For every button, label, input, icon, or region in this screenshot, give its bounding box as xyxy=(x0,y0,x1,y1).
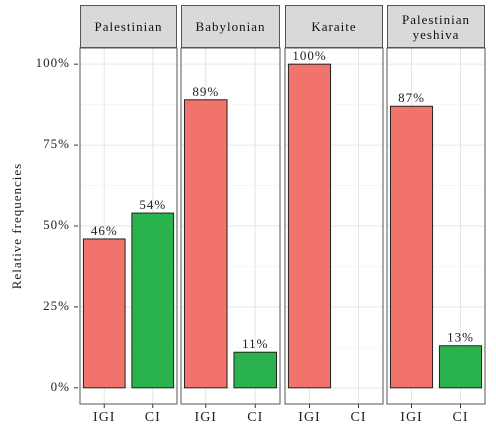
x-tick-label: IGI xyxy=(400,410,422,425)
y-tick-label: 75% xyxy=(43,136,70,151)
bar xyxy=(287,63,332,389)
x-tick-label: CI xyxy=(351,410,367,425)
panel-border xyxy=(284,47,384,405)
x-tick-label: IGI xyxy=(195,410,217,425)
data-label: 13% xyxy=(447,330,474,345)
data-label: 54% xyxy=(139,197,166,212)
bar xyxy=(438,345,483,389)
facet-title: Palestinian xyxy=(80,5,177,48)
facet-title: Palestinian yeshiva xyxy=(387,5,485,48)
x-tick-label: CI xyxy=(145,410,161,425)
y-tick-label: 100% xyxy=(36,55,70,70)
data-label: 100% xyxy=(292,48,326,63)
bar xyxy=(389,105,434,389)
bar xyxy=(233,351,278,389)
panel-border xyxy=(386,47,486,405)
bar xyxy=(183,99,228,389)
panel-border xyxy=(180,47,281,405)
y-tick-label: 50% xyxy=(43,217,70,232)
x-tick-label: IGI xyxy=(298,410,320,425)
data-label: 87% xyxy=(398,90,425,105)
bar xyxy=(82,238,126,389)
x-tick-label: CI xyxy=(247,410,263,425)
x-tick-label: CI xyxy=(453,410,469,425)
facet-title: Karaite xyxy=(285,5,383,48)
bar xyxy=(131,212,175,389)
y-tick-label: 25% xyxy=(43,298,70,313)
facet-title: Babylonian xyxy=(181,5,280,48)
data-label: 46% xyxy=(91,223,118,238)
x-tick-label: IGI xyxy=(93,410,115,425)
y-tick-label: 0% xyxy=(51,379,70,394)
y-axis-title: Relative frequencies xyxy=(9,163,24,289)
panel-border xyxy=(79,47,178,405)
data-label: 11% xyxy=(242,336,268,351)
data-label: 89% xyxy=(192,84,219,99)
